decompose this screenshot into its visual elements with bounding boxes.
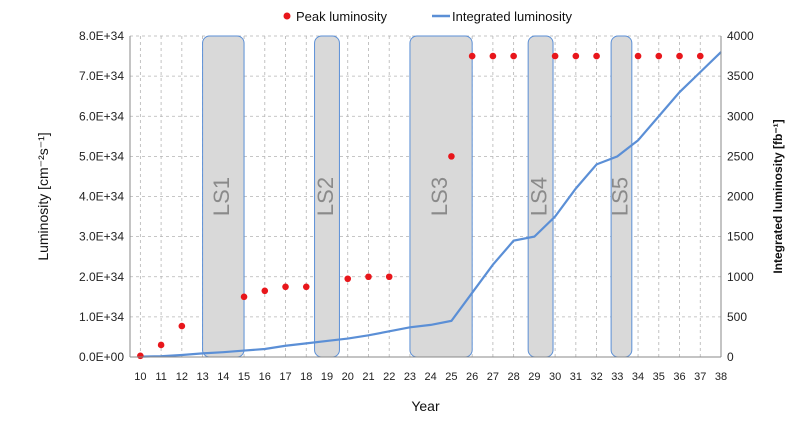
shutdown-ls3: LS3 (409, 35, 473, 358)
right-tick-label: 500 (727, 310, 747, 324)
x-tick-label: 20 (342, 371, 354, 383)
left-tick-label: 7.0E+34 (79, 69, 124, 83)
x-tick-label: 24 (425, 371, 437, 383)
peak-luminosity-point (240, 293, 248, 301)
left-tick-label: 2.0E+34 (79, 270, 124, 284)
x-tick-label: 29 (528, 371, 540, 383)
shutdown-label: LS2 (313, 177, 338, 216)
peak-luminosity-point (178, 322, 186, 330)
peak-luminosity-point (676, 52, 683, 60)
x-tick-label: 33 (611, 371, 623, 383)
peak-luminosity-point (261, 287, 269, 295)
x-tick-label: 15 (238, 371, 250, 383)
x-tick-label: 38 (715, 371, 727, 383)
left-axis-title: Luminosity [cm⁻²s⁻¹] (35, 132, 51, 260)
right-tick-label: 0 (727, 350, 734, 364)
shutdown-label: LS3 (427, 177, 452, 216)
peak-luminosity-point (282, 283, 289, 291)
integrated-luminosity-line (140, 51, 722, 358)
left-tick-label: 4.0E+34 (79, 190, 124, 204)
peak-luminosity-point (385, 273, 393, 281)
legend-peak-marker (283, 12, 291, 20)
right-tick-label: 2500 (727, 149, 754, 163)
peak-luminosity-point (344, 275, 352, 283)
x-tick-label: 17 (279, 371, 291, 383)
x-tick-label: 14 (217, 371, 229, 383)
left-tick-label: 8.0E+34 (79, 29, 124, 43)
x-tick-label: 22 (383, 371, 395, 383)
right-tick-label: 4000 (727, 29, 754, 43)
peak-luminosity-point (365, 273, 372, 281)
x-tick-label: 31 (570, 371, 582, 383)
peak-luminosity-point (551, 52, 559, 60)
peak-luminosity-point (655, 52, 663, 60)
x-tick-label: 19 (321, 371, 333, 383)
x-tick-label: 26 (466, 371, 478, 383)
shutdown-ls5: LS5 (607, 35, 633, 358)
peak-luminosity-point (572, 52, 580, 60)
x-tick-label: 35 (653, 371, 665, 383)
shutdown-ls2: LS2 (313, 35, 340, 358)
left-axis-ticks: 0.0E+00 1.0E+34 2.0E+34 3.0E+34 4.0E+34 5.0E+… (79, 29, 124, 364)
x-axis-title: Year (411, 398, 440, 414)
x-tick-label: 36 (673, 371, 685, 383)
integrated-luminosity-series (140, 51, 722, 358)
x-tick-label: 16 (259, 371, 271, 383)
x-tick-label: 11 (155, 371, 166, 383)
x-tick-label: 18 (300, 371, 312, 383)
shutdown-label: LS4 (526, 177, 551, 216)
left-tick-label: 1.0E+34 (79, 310, 124, 324)
right-tick-label: 1000 (727, 270, 754, 284)
shutdown-label: LS1 (209, 177, 234, 216)
x-tick-label: 30 (549, 371, 561, 383)
right-tick-label: 3000 (727, 109, 754, 123)
x-tick-label: 32 (590, 371, 602, 383)
left-tick-label: 3.0E+34 (79, 230, 124, 244)
x-tick-label: 21 (362, 371, 374, 383)
peak-luminosity-point (157, 341, 165, 349)
peak-luminosity-point (448, 153, 455, 160)
legend: Peak luminosity Integrated luminosity (283, 9, 572, 24)
x-tick-label: 37 (694, 371, 706, 383)
left-tick-label: 5.0E+34 (79, 149, 124, 163)
left-tick-label: 6.0E+34 (79, 109, 124, 123)
right-tick-label: 2000 (727, 190, 754, 204)
left-tick-label: 0.0E+00 (79, 350, 124, 364)
peak-luminosity-point (510, 52, 517, 60)
shutdown-periods: LS1 LS2 LS3 LS4 LS5 (202, 35, 633, 358)
legend-peak-label: Peak luminosity (296, 9, 388, 24)
peak-luminosity-point (137, 352, 144, 360)
legend-integrated-label: Integrated luminosity (452, 9, 572, 24)
x-tick-label: 25 (445, 371, 457, 383)
shutdown-label: LS5 (607, 177, 632, 216)
x-tick-label: 23 (404, 371, 416, 383)
peak-luminosity-point (489, 52, 497, 60)
x-tick-label: 28 (508, 371, 520, 383)
peak-luminosity-point (302, 283, 310, 291)
right-tick-label: 3500 (727, 69, 754, 83)
peak-luminosity-point (696, 52, 704, 60)
axes (129, 36, 722, 358)
shutdown-ls1: LS1 (202, 35, 245, 358)
x-tick-label: 12 (176, 371, 188, 383)
right-axis-title: Integrated luminosity [fb⁻¹] (771, 119, 785, 273)
x-tick-label: 13 (196, 371, 208, 383)
shutdown-ls4: LS4 (526, 35, 554, 358)
right-axis-ticks: 0 500 1000 1500 2000 2500 3000 3500 4000 (727, 29, 754, 364)
peak-luminosity-point (593, 52, 600, 60)
peak-luminosity-point (634, 52, 642, 60)
right-tick-label: 1500 (727, 230, 754, 244)
peak-luminosity-series (137, 52, 704, 360)
peak-luminosity-point (468, 52, 476, 60)
x-tick-label: 34 (632, 371, 644, 383)
x-tick-label: 27 (487, 371, 499, 383)
x-axis-ticks: 10 11 12 13 14 15 16 17 18 19 20 21 22 23 24 25 26 27 28 29… (134, 371, 727, 383)
x-tick-label: 10 (134, 371, 146, 383)
